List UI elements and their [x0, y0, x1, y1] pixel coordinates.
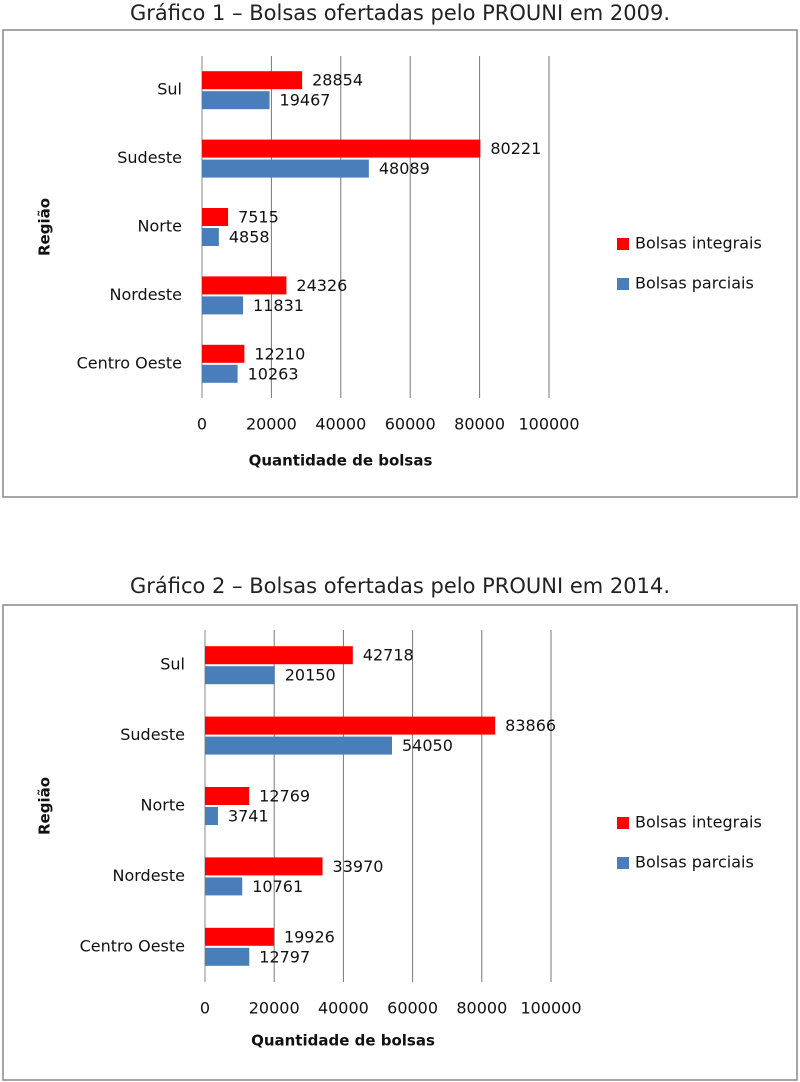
legend-label: Bolsas integrais [635, 234, 762, 253]
bar [202, 139, 481, 158]
category-label: Norte [138, 217, 182, 236]
category-label: Sudeste [120, 725, 185, 744]
legend-swatch [617, 857, 629, 869]
category-label: Sul [157, 80, 182, 99]
value-label: 7515 [238, 208, 279, 227]
legend-swatch [617, 817, 629, 829]
x-tick-label: 0 [197, 415, 207, 434]
x-axis-label: Quantidade de bolsas [251, 1032, 435, 1050]
value-label: 10263 [248, 364, 299, 383]
chart-title: Gráfico 2 – Bolsas ofertadas pelo PROUNI… [130, 574, 670, 598]
category-label: Nordeste [109, 285, 182, 304]
value-label: 12797 [259, 947, 310, 966]
x-tick-label: 80000 [456, 999, 507, 1018]
value-label: 19926 [284, 927, 335, 946]
category-label: Sul [160, 655, 185, 674]
bar [205, 666, 275, 685]
x-tick-label: 60000 [385, 415, 436, 434]
x-tick-label: 100000 [518, 415, 579, 434]
category-label: Centro Oeste [80, 936, 185, 955]
category-label: Norte [141, 796, 185, 815]
x-tick-label: 40000 [318, 999, 369, 1018]
value-label: 28854 [312, 71, 363, 90]
category-label: Centro Oeste [77, 353, 182, 372]
category-label: Nordeste [112, 866, 185, 885]
bar [202, 159, 369, 178]
value-label: 24326 [296, 276, 347, 295]
bar [202, 364, 238, 383]
bar [205, 736, 393, 755]
value-label: 10761 [252, 877, 303, 896]
bar [205, 646, 353, 665]
bar [202, 344, 245, 363]
bar [205, 877, 243, 896]
y-axis-label: Região [36, 198, 54, 256]
value-label: 42718 [363, 646, 414, 665]
bar [205, 716, 496, 735]
legend-label: Bolsas parciais [635, 853, 754, 872]
x-tick-label: 0 [200, 999, 210, 1018]
value-label: 12769 [259, 787, 310, 806]
bar [202, 91, 270, 110]
chart: Gráfico 1 – Bolsas ofertadas pelo PROUNI… [2, 1, 798, 498]
bar [205, 857, 323, 876]
bar [205, 787, 250, 805]
x-tick-label: 100000 [520, 999, 581, 1018]
legend-label: Bolsas parciais [635, 274, 754, 293]
x-tick-label: 60000 [387, 999, 438, 1018]
chart-frame [2, 29, 798, 498]
value-label: 11831 [253, 296, 304, 315]
bar [202, 228, 219, 246]
category-label: Sudeste [117, 148, 182, 167]
bar [205, 807, 218, 825]
value-label: 12210 [254, 344, 305, 363]
value-label: 33970 [333, 857, 384, 876]
bar [202, 296, 244, 315]
value-label: 4858 [229, 228, 270, 247]
chart-title: Gráfico 1 – Bolsas ofertadas pelo PROUNI… [130, 1, 670, 25]
chart: Gráfico 2 – Bolsas ofertadas pelo PROUNI… [2, 574, 798, 1081]
x-tick-label: 20000 [249, 999, 300, 1018]
value-label: 3741 [228, 807, 269, 826]
chart-frame [2, 604, 798, 1081]
value-label: 20150 [285, 666, 336, 685]
y-axis-label: Região [36, 777, 54, 835]
x-axis-label: Quantidade de bolsas [249, 452, 433, 470]
bar [202, 208, 229, 226]
bar [205, 927, 274, 946]
x-tick-label: 20000 [246, 415, 297, 434]
value-label: 54050 [402, 736, 453, 755]
legend-swatch [617, 278, 629, 290]
x-tick-label: 80000 [454, 415, 505, 434]
value-label: 80221 [490, 139, 541, 158]
value-label: 19467 [280, 91, 331, 110]
value-label: 48089 [379, 159, 430, 178]
bar [202, 71, 303, 90]
legend-label: Bolsas integrais [635, 813, 762, 832]
bar [205, 947, 250, 966]
legend-swatch [617, 238, 629, 250]
bar [202, 276, 287, 295]
value-label: 83866 [505, 716, 556, 735]
x-tick-label: 40000 [315, 415, 366, 434]
